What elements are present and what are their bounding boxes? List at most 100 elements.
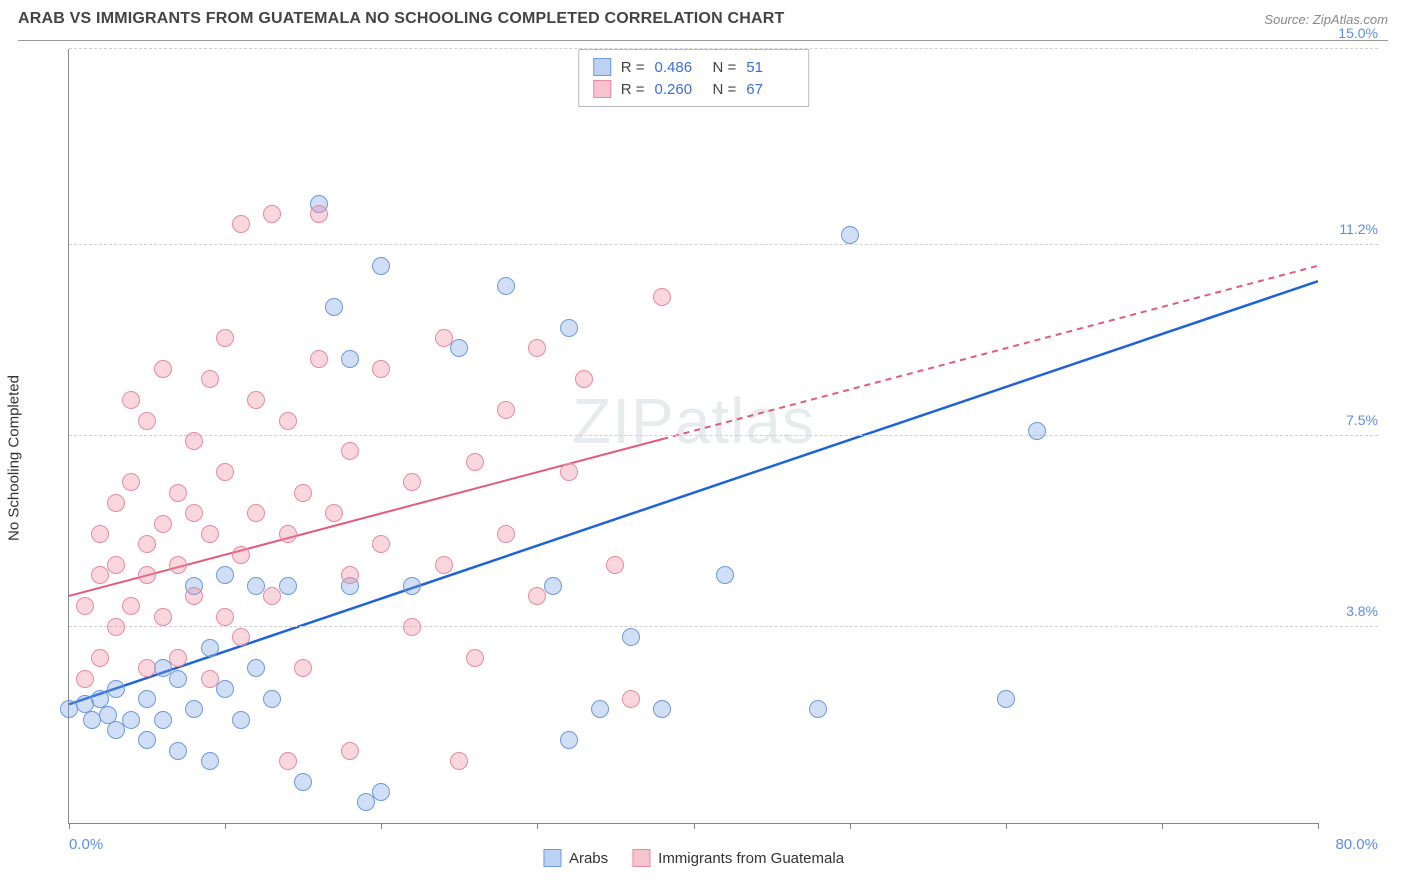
chart-container: No Schooling Completed ZIPatlas R =0.486… [18, 40, 1388, 874]
data-point [122, 391, 140, 409]
data-point [216, 463, 234, 481]
trend-line [662, 266, 1318, 439]
series-legend: Arabs Immigrants from Guatemala [543, 849, 844, 867]
x-tick [537, 823, 538, 829]
data-point [544, 577, 562, 595]
correlation-stats-box: R =0.486N =51R =0.260N =67 [578, 49, 810, 107]
chart-title: ARAB VS IMMIGRANTS FROM GUATEMALA NO SCH… [18, 10, 784, 28]
data-point [201, 752, 219, 770]
data-point [122, 473, 140, 491]
x-tick [1318, 823, 1319, 829]
data-point [575, 370, 593, 388]
data-point [466, 453, 484, 471]
stats-r-label: R = [621, 81, 645, 98]
data-point [560, 319, 578, 337]
data-point [310, 350, 328, 368]
stats-r-value: 0.486 [655, 59, 703, 76]
data-point [372, 783, 390, 801]
data-point [279, 412, 297, 430]
trend-line [69, 281, 1318, 704]
y-axis-label: No Schooling Completed [6, 375, 23, 541]
gridline [69, 435, 1378, 436]
data-point [138, 731, 156, 749]
stats-r-value: 0.260 [655, 81, 703, 98]
data-point [294, 484, 312, 502]
legend-label: Arabs [569, 850, 608, 867]
data-point [653, 700, 671, 718]
stats-r-label: R = [621, 59, 645, 76]
data-point [403, 577, 421, 595]
data-point [169, 556, 187, 574]
source-label: Source: [1264, 12, 1309, 27]
x-tick [1162, 823, 1163, 829]
plot-area: ZIPatlas R =0.486N =51R =0.260N =67 0.0%… [68, 49, 1318, 824]
x-tick [69, 823, 70, 829]
stats-n-label: N = [713, 59, 737, 76]
data-point [450, 339, 468, 357]
data-point [76, 597, 94, 615]
data-point [279, 752, 297, 770]
watermark-secondary: atlas [675, 385, 815, 457]
data-point [497, 525, 515, 543]
gridline [69, 48, 1378, 49]
data-point [341, 350, 359, 368]
data-point [294, 659, 312, 677]
data-point [263, 205, 281, 223]
data-point [76, 670, 94, 688]
gridline [69, 626, 1378, 627]
data-point [279, 577, 297, 595]
data-point [185, 587, 203, 605]
data-point [357, 793, 375, 811]
data-point [138, 659, 156, 677]
data-point [107, 680, 125, 698]
data-point [606, 556, 624, 574]
data-point [450, 752, 468, 770]
data-point [232, 215, 250, 233]
data-point [232, 628, 250, 646]
data-point [122, 711, 140, 729]
data-point [201, 639, 219, 657]
data-point [216, 608, 234, 626]
data-point [169, 649, 187, 667]
data-point [91, 649, 109, 667]
data-point [138, 535, 156, 553]
data-point [107, 721, 125, 739]
data-point [247, 659, 265, 677]
data-point [91, 525, 109, 543]
data-point [372, 360, 390, 378]
data-point [138, 690, 156, 708]
watermark: ZIPatlas [572, 384, 815, 458]
data-point [591, 700, 609, 718]
data-point [107, 494, 125, 512]
stats-row: R =0.260N =67 [593, 78, 795, 100]
data-point [653, 288, 671, 306]
x-tick [694, 823, 695, 829]
data-point [310, 205, 328, 223]
data-point [528, 587, 546, 605]
data-point [232, 546, 250, 564]
data-point [716, 566, 734, 584]
legend-item: Arabs [543, 849, 608, 867]
data-point [841, 226, 859, 244]
data-point [138, 412, 156, 430]
legend-label: Immigrants from Guatemala [658, 850, 844, 867]
data-point [154, 711, 172, 729]
data-point [622, 628, 640, 646]
data-point [279, 525, 297, 543]
data-point [466, 649, 484, 667]
data-point [403, 618, 421, 636]
stats-n-value: 67 [746, 81, 794, 98]
y-tick-label: 7.5% [1346, 412, 1378, 428]
data-point [107, 556, 125, 574]
x-tick [225, 823, 226, 829]
stats-n-value: 51 [746, 59, 794, 76]
data-point [185, 432, 203, 450]
y-tick-label: 15.0% [1338, 25, 1378, 41]
legend-item: Immigrants from Guatemala [632, 849, 844, 867]
watermark-primary: ZIP [572, 385, 675, 457]
x-tick [381, 823, 382, 829]
data-point [1028, 422, 1046, 440]
data-point [435, 329, 453, 347]
y-tick-label: 11.2% [1339, 221, 1378, 237]
legend-swatch [593, 80, 611, 98]
